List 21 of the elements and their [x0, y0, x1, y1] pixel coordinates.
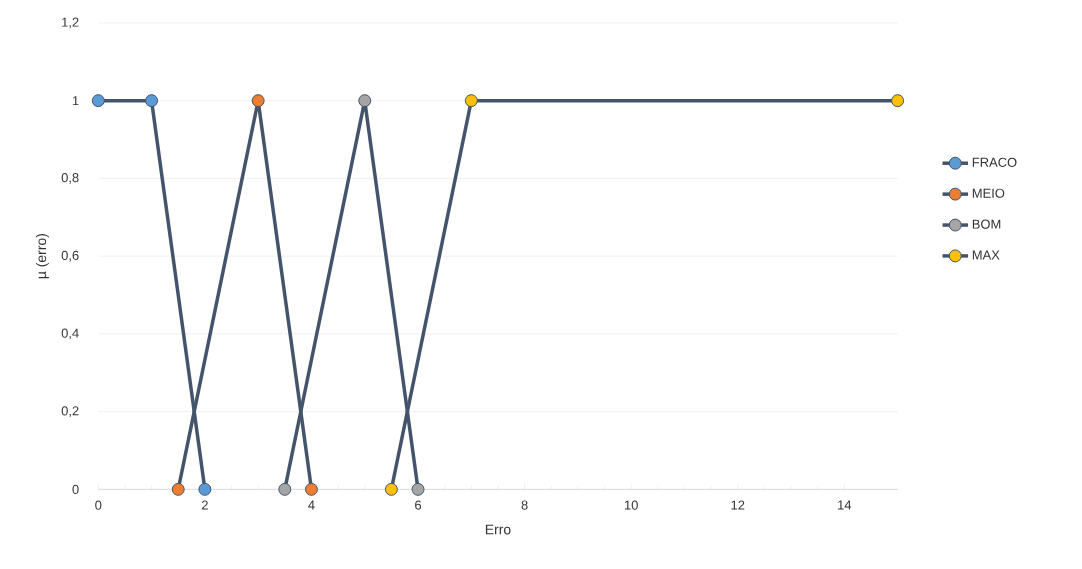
y-tick-label: 0: [72, 484, 79, 494]
x-tick-label: 6: [415, 500, 422, 510]
y-tick-label: 0,8: [61, 173, 79, 184]
legend-label: MAX: [972, 250, 1000, 260]
x-tick-label: 8: [521, 500, 528, 510]
x-tick-label: 12: [731, 500, 745, 510]
y-tick-label: 1,2: [62, 17, 79, 29]
y-tick-label: 0,6: [61, 250, 79, 262]
legend-label: MEIO: [972, 188, 1005, 198]
legend-label: FRACO: [972, 157, 1017, 167]
x-tick-label: 4: [308, 500, 315, 510]
y-tick-label: 0,4: [61, 328, 79, 340]
y-axis-title: µ (erro): [35, 233, 49, 279]
legend-label: BOM: [972, 219, 1001, 229]
x-tick-label: 10: [624, 500, 638, 510]
x-tick-label: 2: [201, 500, 208, 510]
y-tick-label: 0,2: [61, 406, 79, 417]
x-tick-label: 0: [95, 500, 102, 510]
x-tick-label: 14: [838, 500, 852, 510]
y-tick-label: 1: [72, 96, 79, 106]
x-axis-title: Erro: [485, 524, 511, 535]
